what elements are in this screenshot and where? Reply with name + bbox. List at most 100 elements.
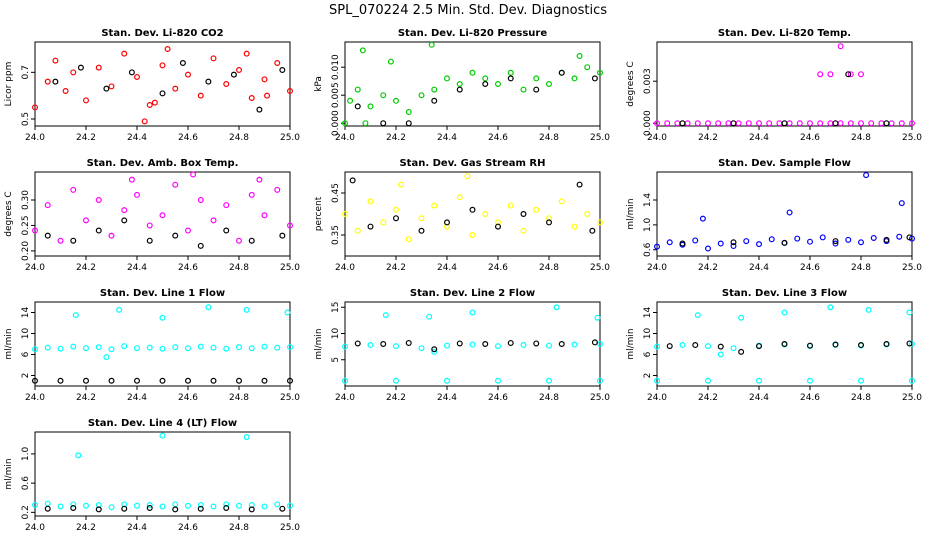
data-point xyxy=(287,502,294,509)
data-point xyxy=(495,80,502,87)
data-point xyxy=(95,197,102,204)
data-point xyxy=(121,50,128,57)
y-tick-label: 0.7 xyxy=(21,65,31,79)
y-axis-label: Licor ppm xyxy=(4,62,14,107)
data-point xyxy=(906,234,913,241)
data-point xyxy=(236,66,243,73)
data-point xyxy=(591,75,598,82)
x-tick-label: 24.4 xyxy=(437,263,457,273)
x-tick-label: 24.6 xyxy=(178,263,198,273)
data-point xyxy=(545,342,552,349)
data-point xyxy=(159,432,166,439)
data-point xyxy=(906,340,913,347)
y-axis-label: ml/min xyxy=(626,328,636,359)
chart-panel-p10: Stan. Dev. Line 4 (LT) Flow 24.0 24.2 24.4 2… xyxy=(4,418,300,533)
x-tick-label: 25.0 xyxy=(280,263,300,273)
data-point xyxy=(57,345,64,352)
data-point xyxy=(520,211,527,218)
data-point xyxy=(159,212,166,219)
x-tick-label: 24.8 xyxy=(851,133,871,143)
data-point xyxy=(223,345,230,352)
data-point xyxy=(558,341,565,348)
plot-frame xyxy=(344,41,601,127)
data-point xyxy=(116,306,123,313)
data-point xyxy=(717,240,724,247)
data-point xyxy=(128,69,135,76)
data-point xyxy=(128,176,135,183)
y-axis-label: percent xyxy=(314,196,324,231)
y-tick-label: 0.5 xyxy=(21,112,31,126)
data-point xyxy=(533,340,540,347)
data-point xyxy=(70,237,77,244)
data-point xyxy=(185,345,192,352)
data-point xyxy=(393,97,400,104)
data-point xyxy=(857,120,864,127)
data-point xyxy=(223,504,230,511)
data-point xyxy=(31,227,38,234)
data-point xyxy=(243,306,250,313)
x-tick-label: 24.0 xyxy=(647,393,667,403)
data-point xyxy=(108,377,115,384)
data-point xyxy=(134,377,141,384)
data-point xyxy=(806,120,813,127)
data-point xyxy=(469,206,476,213)
series-ref xyxy=(354,339,598,353)
x-tick-label: 24.4 xyxy=(127,263,147,273)
y-tick-label: 15 xyxy=(331,302,341,313)
data-point xyxy=(210,344,217,351)
data-point xyxy=(456,80,463,87)
x-tick-label: 25.0 xyxy=(280,133,300,143)
data-point xyxy=(845,236,852,243)
series-ref xyxy=(679,71,890,127)
data-point xyxy=(236,237,243,244)
data-point xyxy=(172,506,179,513)
series-ref xyxy=(44,504,286,513)
data-point xyxy=(347,97,354,104)
data-point xyxy=(594,314,601,321)
x-tick-label: 24.8 xyxy=(539,263,559,273)
plot-frame xyxy=(656,171,913,257)
data-point xyxy=(62,87,69,94)
data-point xyxy=(679,240,686,247)
data-point xyxy=(717,343,724,350)
data-point xyxy=(274,501,281,508)
data-point xyxy=(95,344,102,351)
data-point xyxy=(545,215,552,222)
data-point xyxy=(845,71,852,78)
data-point xyxy=(274,344,281,351)
data-point xyxy=(223,501,230,508)
data-point xyxy=(57,503,64,510)
x-tick-label: 24.2 xyxy=(386,133,406,143)
data-point xyxy=(863,172,870,179)
data-point xyxy=(584,64,591,71)
data-point xyxy=(576,52,583,59)
data-point xyxy=(857,71,864,78)
data-point xyxy=(507,339,514,346)
data-point xyxy=(405,339,412,346)
data-point xyxy=(279,66,286,73)
y-tick-label: 14 xyxy=(21,307,31,319)
y-tick-label: 5 xyxy=(331,357,341,363)
data-point xyxy=(827,304,834,311)
data-point xyxy=(146,344,153,351)
data-point xyxy=(210,55,217,62)
data-point xyxy=(223,80,230,87)
data-point xyxy=(82,217,89,224)
data-point xyxy=(545,80,552,87)
data-point xyxy=(596,341,603,348)
x-tick-label: 24.6 xyxy=(178,133,198,143)
data-point xyxy=(70,186,77,193)
plot-frame xyxy=(34,41,291,127)
data-point xyxy=(482,341,489,348)
data-point xyxy=(896,233,903,240)
data-point xyxy=(431,202,438,209)
data-point xyxy=(44,232,51,239)
y-tick-label: 0.6 xyxy=(643,242,653,257)
x-tick-label: 24.6 xyxy=(800,263,820,273)
data-point xyxy=(261,343,268,350)
data-point xyxy=(190,171,197,178)
y-tick-label: 0.005 xyxy=(331,82,341,108)
data-point xyxy=(444,377,451,384)
data-point xyxy=(31,104,38,111)
data-point xyxy=(781,239,788,246)
